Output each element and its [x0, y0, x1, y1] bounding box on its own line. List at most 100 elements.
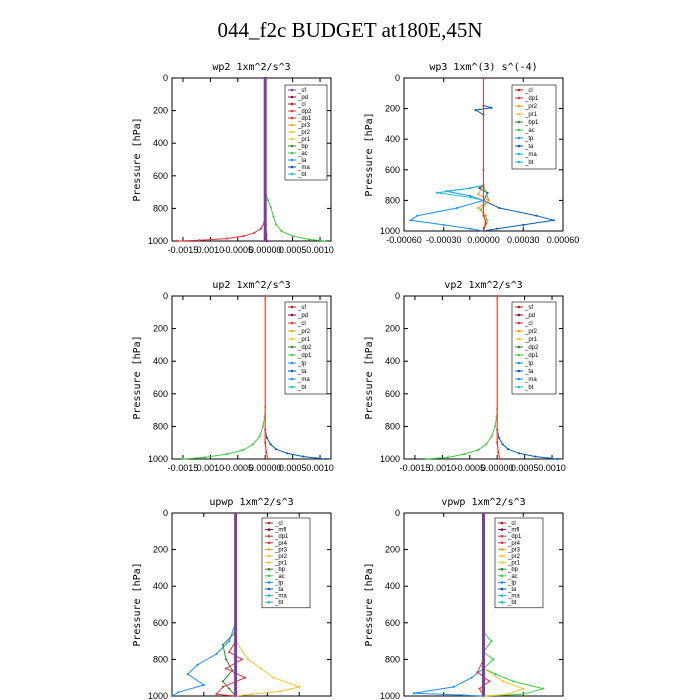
data-point	[488, 680, 491, 683]
y-tick-label: 800	[385, 654, 400, 664]
data-point	[221, 685, 224, 688]
x-tick-label: 0.00000	[481, 463, 514, 473]
legend-marker	[267, 561, 271, 564]
x-tick-label: -0.00030	[426, 235, 462, 245]
legend-marker	[517, 88, 521, 92]
x-tick-label: 0.0010	[429, 463, 457, 473]
legend-entry: _ma	[274, 594, 287, 600]
data-point	[490, 640, 493, 643]
legend-marker	[267, 548, 271, 551]
data-point	[221, 643, 224, 646]
data-point	[476, 448, 480, 452]
y-tick-label: 800	[385, 195, 400, 205]
legend-entry: _pr2	[297, 130, 311, 136]
legend-marker	[500, 581, 504, 584]
legend-marker	[500, 534, 504, 538]
legend-marker	[517, 144, 521, 148]
legend-entry: _cl	[524, 321, 533, 327]
data-point	[215, 652, 218, 656]
data-point	[492, 658, 495, 661]
legend-marker	[517, 353, 521, 357]
data-point	[474, 109, 477, 112]
x-tick-label: 0.00000	[249, 245, 282, 255]
legend-entry: _dp1	[274, 534, 289, 540]
x-tick-label: 0.00030	[507, 235, 540, 245]
legend-marker	[500, 574, 504, 578]
series-line-2	[496, 429, 558, 460]
legend-marker	[267, 541, 271, 545]
legend-marker	[517, 361, 521, 365]
data-point	[247, 658, 250, 661]
plot-frame	[171, 77, 332, 242]
data-point	[265, 451, 268, 454]
legend-entry: _pr2	[507, 554, 521, 560]
legend-marker	[517, 136, 521, 140]
legend-entry: _cl	[507, 521, 516, 527]
panel-title: upwp 1xm^2/s^3	[209, 497, 293, 508]
x-tick-label: -0.0005	[223, 463, 254, 473]
data-point	[486, 219, 489, 222]
data-point	[495, 227, 498, 230]
legend-entry: _ac	[507, 574, 518, 580]
legend-marker	[290, 137, 294, 141]
legend-marker	[500, 554, 504, 558]
data-point	[253, 231, 256, 234]
chart-panel-3: up2 1xm^2/s^3 Pressure [hPa] 0 200 400 600 800…	[132, 280, 334, 473]
legend-marker	[517, 305, 521, 309]
data-point	[324, 457, 327, 461]
legend-marker	[290, 337, 294, 341]
data-point	[416, 214, 419, 217]
chart-panel-4: vp2 1xm^2/s^3 Pressure [hPa] 0 200 400 600 800…	[364, 280, 566, 473]
y-tick-label: 200	[385, 104, 400, 114]
legend-entry: _bt	[297, 385, 307, 391]
legend-entry: _dp1	[524, 353, 539, 359]
data-point	[225, 237, 228, 240]
data-point	[502, 680, 505, 683]
legend-entry: _bp	[507, 567, 519, 573]
legend-entry: _pd	[297, 95, 308, 101]
data-point	[469, 187, 472, 190]
legend-marker	[517, 385, 521, 389]
data-point	[556, 457, 559, 461]
series-line-2	[413, 668, 484, 697]
legend-entry: _bt	[524, 385, 534, 391]
data-point	[228, 687, 231, 690]
y-tick-label: 1000	[148, 691, 168, 700]
data-point	[181, 457, 185, 461]
data-point	[485, 222, 488, 225]
x-tick-label: -0.0005	[223, 245, 254, 255]
legend-marker	[290, 305, 294, 309]
series-line-1	[171, 622, 237, 697]
legend-entry: _sf	[297, 305, 306, 311]
legend-marker	[500, 521, 504, 525]
legend-marker	[500, 541, 504, 545]
legend-entry: _pr2	[524, 104, 538, 110]
x-tick-label: 0.0005	[511, 463, 539, 473]
y-tick-label: 600	[385, 165, 400, 175]
x-tick-label: 0.0005	[279, 463, 307, 473]
legend-marker	[290, 130, 294, 134]
series-line-1	[482, 631, 546, 697]
y-tick-label: 200	[153, 106, 168, 116]
data-point	[478, 187, 481, 190]
legend-marker	[267, 600, 271, 604]
data-point	[535, 214, 538, 217]
legend-entry: _dp1	[524, 96, 539, 102]
legend-entry: _bt	[297, 172, 307, 178]
data-point	[170, 694, 174, 698]
data-point	[196, 663, 199, 666]
legend-marker	[267, 594, 271, 597]
legend-marker	[290, 109, 294, 113]
data-point	[498, 457, 502, 461]
data-point	[298, 685, 301, 688]
legend-entry: _pr3	[274, 547, 288, 553]
legend-entry: _ta	[297, 369, 307, 375]
data-point	[264, 441, 267, 444]
legend-entry: _ac	[274, 574, 285, 580]
y-tick-label: 600	[153, 389, 168, 399]
data-point	[497, 436, 500, 439]
legend-entry: _bp	[297, 144, 309, 150]
legend-entry: _tp	[507, 580, 517, 586]
panel-title: vp2 1xm^2/s^3	[444, 280, 522, 291]
series-line-4	[264, 296, 269, 460]
